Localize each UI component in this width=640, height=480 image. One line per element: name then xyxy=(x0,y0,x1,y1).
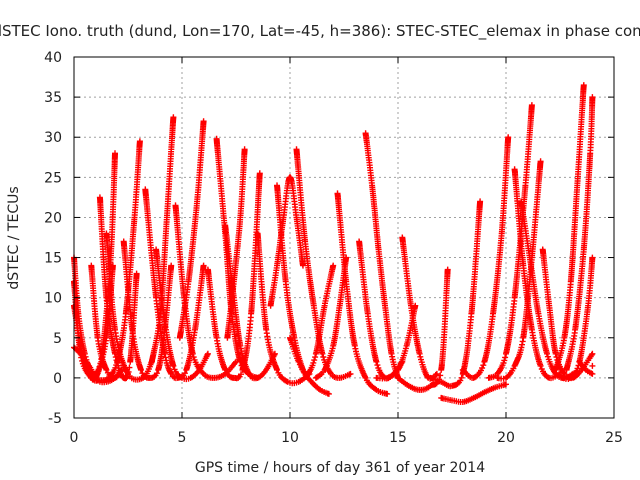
data-arc xyxy=(589,362,596,369)
x-tick-label: 5 xyxy=(178,430,187,446)
data-arc xyxy=(427,198,484,390)
arc-markers xyxy=(576,358,596,377)
data-arc xyxy=(334,190,391,397)
x-tick-label: 15 xyxy=(389,430,407,446)
y-tick-label: 30 xyxy=(44,130,62,146)
arc-markers xyxy=(254,230,313,387)
arc-markers xyxy=(518,198,576,381)
arc-markers xyxy=(589,362,596,369)
y-tick-label: 0 xyxy=(53,371,62,387)
chart-title: dSTEC Iono. truth (dund, Lon=170, Lat=-4… xyxy=(0,22,640,41)
data-arc xyxy=(563,94,596,373)
arc-markers xyxy=(224,146,248,341)
y-axis: -5 0 5 10 15 20 25 30 35 40 xyxy=(44,50,614,427)
data-arc xyxy=(373,302,419,382)
arc-markers xyxy=(142,186,207,382)
arc-markers xyxy=(334,190,391,397)
data-arc xyxy=(511,166,563,382)
data-arc xyxy=(88,262,125,381)
x-axis-label: GPS time / hours of day 361 of year 2014 xyxy=(195,460,485,476)
data-arc xyxy=(254,230,313,387)
x-tick-label: 10 xyxy=(281,430,299,446)
y-tick-label: -5 xyxy=(48,411,62,427)
x-axis: 0 5 10 15 20 25 xyxy=(70,57,623,446)
data-arc xyxy=(224,146,248,341)
data-arc xyxy=(459,134,512,381)
y-axis-label: dSTEC / TECUs xyxy=(6,186,22,289)
y-tick-label: 40 xyxy=(44,50,62,66)
arc-markers xyxy=(511,166,563,382)
arc-markers xyxy=(427,198,484,390)
plot-frame xyxy=(73,56,615,419)
data-arc xyxy=(293,146,354,381)
y-tick-label: 35 xyxy=(44,90,62,106)
x-tick-label: 25 xyxy=(605,430,623,446)
data-arc xyxy=(395,266,451,393)
data-arc xyxy=(142,186,207,382)
y-tick-label: 5 xyxy=(53,331,62,347)
data-arc xyxy=(576,358,596,377)
arc-markers xyxy=(459,134,512,381)
data-arc xyxy=(552,82,587,373)
x-tick-label: 20 xyxy=(497,430,515,446)
data-arc xyxy=(518,198,576,381)
data-points xyxy=(71,82,596,405)
arc-markers xyxy=(395,266,451,393)
y-tick-label: 25 xyxy=(44,170,62,186)
data-arc xyxy=(362,130,401,381)
arc-markers xyxy=(356,238,406,382)
arc-markers xyxy=(552,82,587,373)
arc-markers xyxy=(362,130,401,381)
y-tick-label: 10 xyxy=(44,291,62,307)
y-tick-label: 15 xyxy=(44,251,62,267)
arc-markers xyxy=(563,94,596,373)
arc-markers xyxy=(287,262,337,377)
arc-markers xyxy=(88,262,125,381)
data-arc xyxy=(176,118,207,341)
data-arc xyxy=(356,238,406,382)
x-tick-label: 0 xyxy=(70,430,79,446)
arc-markers xyxy=(373,302,419,382)
arc-markers xyxy=(293,146,354,381)
data-arc xyxy=(287,262,337,377)
y-tick-label: 20 xyxy=(44,210,62,226)
arc-markers xyxy=(438,381,509,405)
arc-markers xyxy=(176,118,207,341)
data-arc xyxy=(438,381,509,405)
